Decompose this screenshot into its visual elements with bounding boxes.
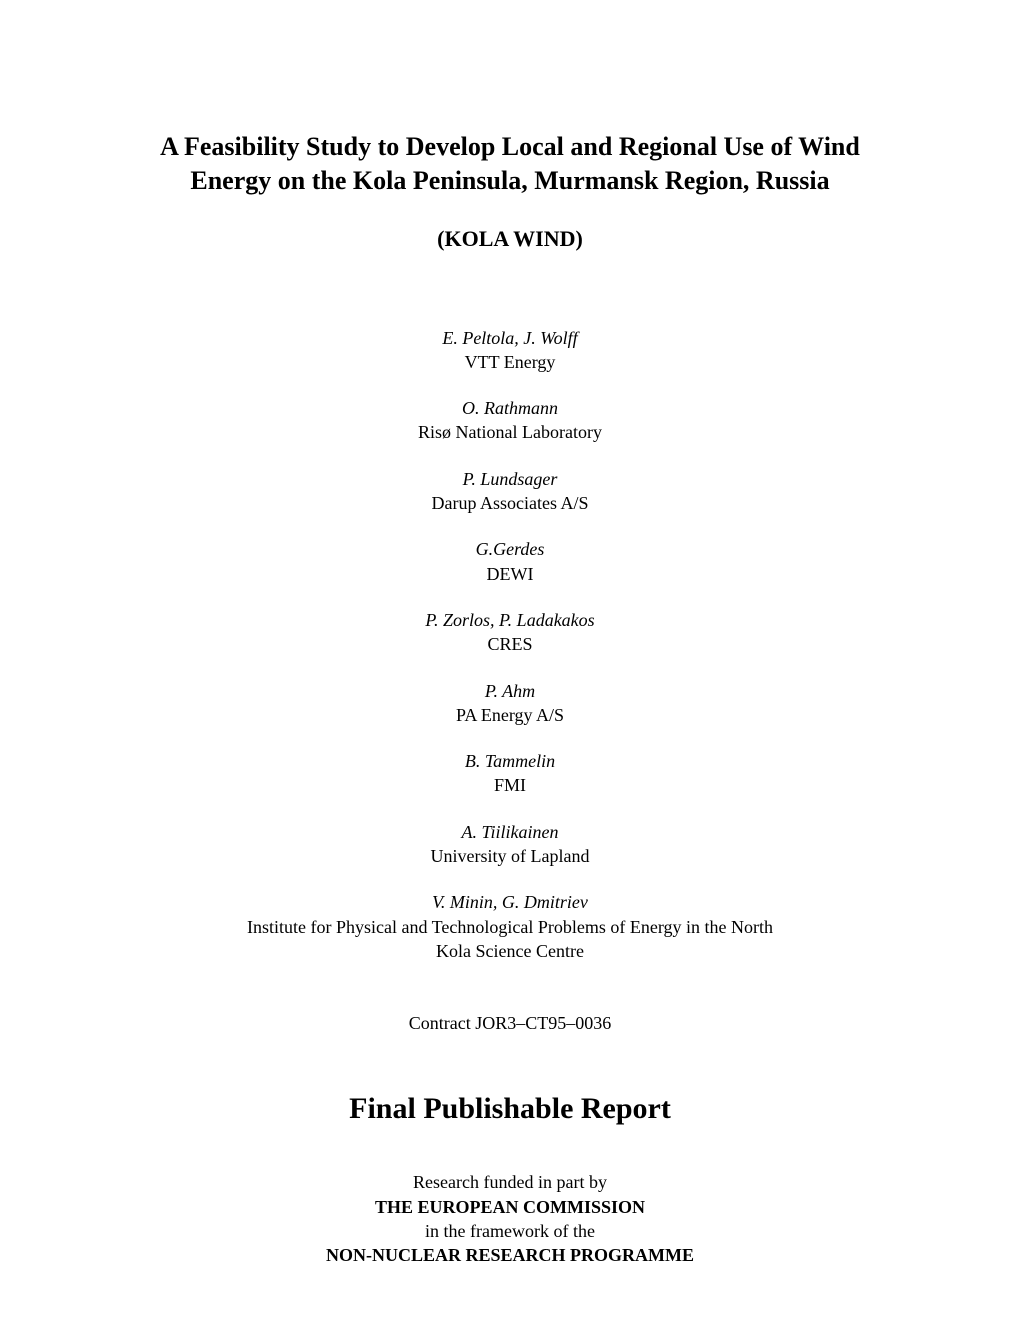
author-names: V. Minin, G. Dmitriev bbox=[140, 890, 880, 914]
author-block-7: A. Tiilikainen University of Lapland bbox=[140, 820, 880, 869]
document-subtitle: (KOLA WIND) bbox=[140, 226, 880, 252]
author-names: P. Lundsager bbox=[140, 467, 880, 491]
author-names: A. Tiilikainen bbox=[140, 820, 880, 844]
funding-line-4: NON-NUCLEAR RESEARCH PROGRAMME bbox=[140, 1243, 880, 1267]
report-label: Final Publishable Report bbox=[140, 1092, 880, 1126]
author-affiliation: Institute for Physical and Technological… bbox=[140, 915, 880, 964]
document-title: A Feasibility Study to Develop Local and… bbox=[140, 130, 880, 198]
author-affiliation: University of Lapland bbox=[140, 844, 880, 868]
contract-number: Contract JOR3–CT95–0036 bbox=[140, 1013, 880, 1034]
author-block-4: P. Zorlos, P. Ladakakos CRES bbox=[140, 608, 880, 657]
author-affiliation: VTT Energy bbox=[140, 350, 880, 374]
author-affiliation: Darup Associates A/S bbox=[140, 491, 880, 515]
author-block-2: P. Lundsager Darup Associates A/S bbox=[140, 467, 880, 516]
author-affiliation: PA Energy A/S bbox=[140, 703, 880, 727]
author-names: B. Tammelin bbox=[140, 749, 880, 773]
funding-line-2: THE EUROPEAN COMMISSION bbox=[140, 1195, 880, 1219]
author-names: G.Gerdes bbox=[140, 537, 880, 561]
author-block-3: G.Gerdes DEWI bbox=[140, 537, 880, 586]
author-block-0: E. Peltola, J. Wolff VTT Energy bbox=[140, 326, 880, 375]
author-block-5: P. Ahm PA Energy A/S bbox=[140, 679, 880, 728]
author-names: P. Ahm bbox=[140, 679, 880, 703]
author-affiliation: FMI bbox=[140, 773, 880, 797]
author-names: E. Peltola, J. Wolff bbox=[140, 326, 880, 350]
funding-block: Research funded in part by THE EUROPEAN … bbox=[140, 1170, 880, 1267]
title-page: A Feasibility Study to Develop Local and… bbox=[0, 0, 1020, 1327]
funding-line-1: Research funded in part by bbox=[140, 1170, 880, 1194]
funding-line-3: in the framework of the bbox=[140, 1219, 880, 1243]
author-block-8: V. Minin, G. Dmitriev Institute for Phys… bbox=[140, 890, 880, 963]
author-names: O. Rathmann bbox=[140, 396, 880, 420]
author-affiliation: Risø National Laboratory bbox=[140, 420, 880, 444]
author-block-1: O. Rathmann Risø National Laboratory bbox=[140, 396, 880, 445]
author-affiliation: CRES bbox=[140, 632, 880, 656]
author-names: P. Zorlos, P. Ladakakos bbox=[140, 608, 880, 632]
author-block-6: B. Tammelin FMI bbox=[140, 749, 880, 798]
author-affiliation: DEWI bbox=[140, 562, 880, 586]
